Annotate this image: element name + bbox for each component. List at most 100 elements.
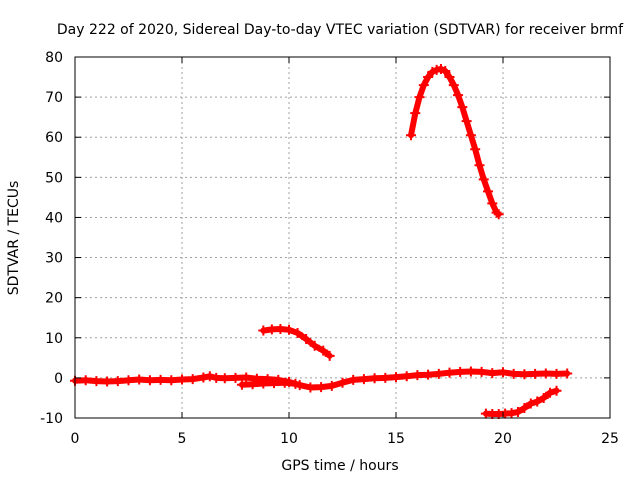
data-point [290,378,301,389]
data-point [198,372,209,383]
data-point [369,373,380,384]
data-point [166,375,177,386]
y-axis-label: SDTVAR / TECUs [6,181,22,296]
data-point [444,367,455,378]
x-tick-label: 25 [601,431,619,447]
data-point [551,368,562,379]
data-point [440,66,451,77]
data-point [483,186,494,197]
data-point [461,116,472,127]
data-point [155,374,166,385]
data-point [380,372,391,383]
data-point [292,327,303,338]
x-tick-label: 5 [178,431,187,447]
y-tick-label: 10 [45,331,63,347]
data-point [423,72,434,83]
data-point [187,374,198,385]
data-point [519,402,530,413]
data-point [455,366,466,377]
data-point [545,387,556,398]
data-point [204,371,215,382]
data-point [491,207,502,218]
data-point [144,375,155,386]
series-mid-arc [258,323,335,361]
data-point [401,371,412,382]
y-tick-label: 40 [45,210,63,226]
data-point [284,324,294,335]
data-point [418,80,429,91]
data-point [448,80,459,91]
data-point [348,374,359,385]
y-tick-label: 30 [45,251,63,267]
series-lower-branch [236,377,301,390]
x-tick-label: 15 [387,431,405,447]
data-point [405,130,416,141]
data-point [337,377,348,388]
data-point [493,209,504,220]
series-line [482,387,560,417]
data-point [211,372,222,383]
data-point [305,382,316,393]
x-axis-label: GPS time / hours [281,458,398,474]
data-point [474,160,485,171]
data-point [80,375,91,386]
series-high-arc [405,64,504,220]
data-point [562,368,573,379]
data-point [525,398,536,409]
data-point [476,366,487,377]
y-tick-label: 50 [45,170,63,186]
x-tick-label: 20 [494,431,512,447]
data-point [316,382,327,393]
data-point [134,374,145,385]
y-tick-label: 0 [54,371,63,387]
data-point [487,368,498,379]
data-point [266,324,277,335]
data-point [487,198,498,209]
series-baseline [70,366,573,393]
data-point [309,340,320,351]
data-point [219,373,230,384]
data-point [457,102,468,113]
data-point [391,372,401,383]
data-point [508,368,519,379]
data-point [324,350,335,361]
data-point [301,333,312,344]
data-layer [70,64,573,419]
data-point [453,90,464,101]
data-point [470,144,481,155]
series-line [408,66,502,218]
x-tick-label: 10 [280,431,298,447]
plot-frame [74,56,611,419]
data-point [506,408,517,419]
data-point [241,372,252,383]
data-point [275,323,286,334]
data-point [433,368,444,379]
y-tick-label: 60 [45,130,63,146]
data-point [465,366,476,377]
y-tick-label: -10 [40,411,63,427]
data-point [177,374,187,385]
data-point [465,130,476,141]
y-tick-label: 80 [45,50,63,66]
data-point [326,380,337,391]
data-point [410,108,421,119]
data-point [123,375,134,386]
data-point [532,396,543,407]
data-point [530,368,541,379]
data-point [551,385,562,396]
data-point [478,174,489,185]
data-point [269,378,280,389]
data-point [498,367,508,378]
data-point [414,92,425,103]
data-point [412,370,423,381]
data-point [236,379,247,390]
y-tick-label: 20 [45,291,63,307]
data-point [538,392,549,403]
data-point [247,379,258,390]
data-point [258,378,269,389]
data-point [318,345,329,356]
data-point [519,369,530,380]
data-point [279,377,290,388]
data-point [423,369,434,380]
